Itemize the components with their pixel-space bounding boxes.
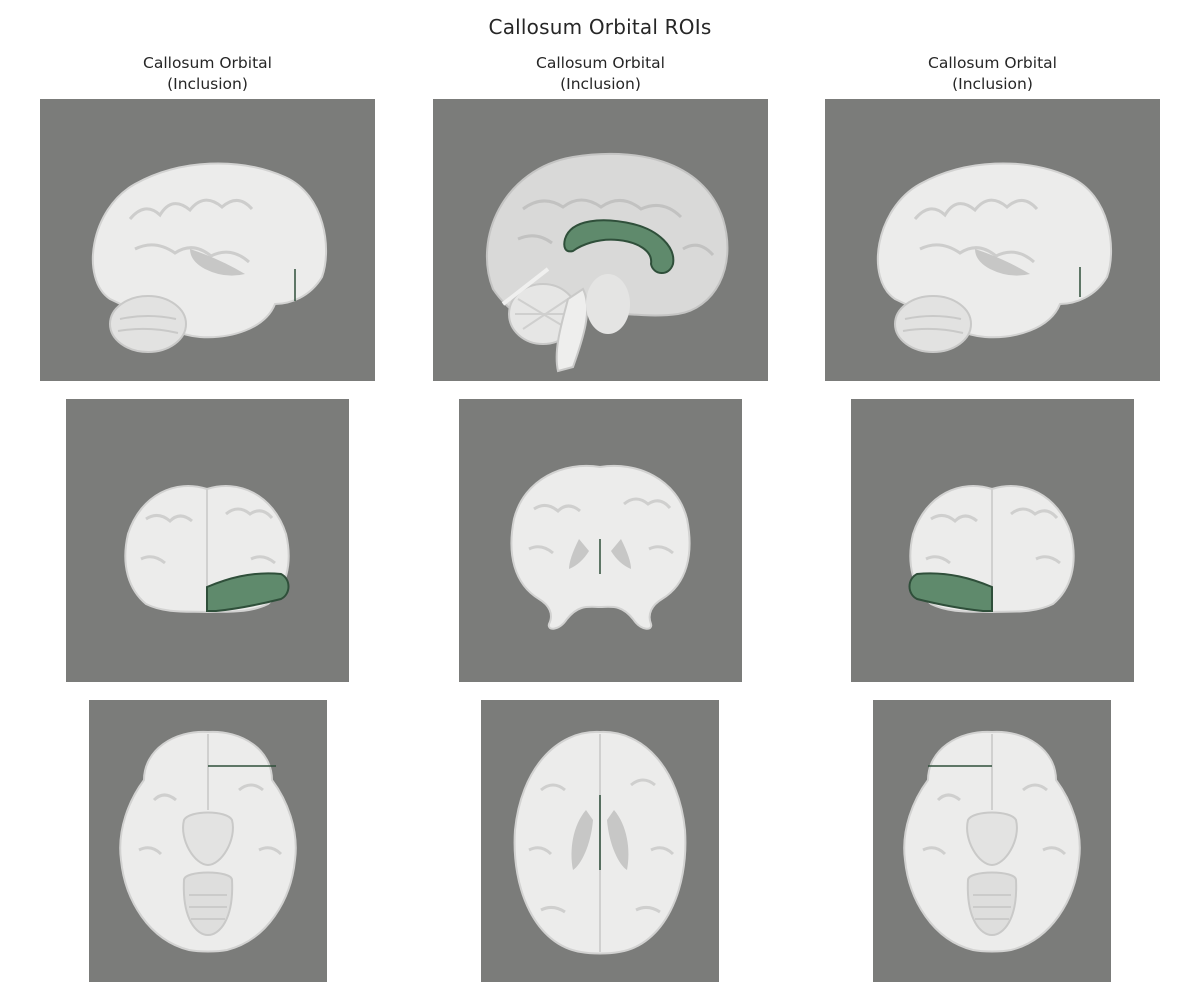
sagittal-slice-middle <box>433 99 768 381</box>
axial-slice-middle <box>481 700 719 982</box>
coronal-slice-middle <box>459 399 742 682</box>
coronal-slice-right <box>851 399 1134 682</box>
coronal-slice-left <box>66 399 349 682</box>
column-title-middle: Callosum Orbital (Inclusion) <box>433 53 768 95</box>
column-title-left: Callosum Orbital (Inclusion) <box>40 53 375 95</box>
axial-slice-left <box>89 700 327 982</box>
sagittal-slice-left <box>40 99 375 381</box>
column-title-right-line2: (Inclusion) <box>952 75 1033 93</box>
column-title-right-line1: Callosum Orbital <box>928 54 1057 72</box>
column-title-middle-line2: (Inclusion) <box>560 75 641 93</box>
sagittal-slice-right <box>825 99 1160 381</box>
column-title-left-line2: (Inclusion) <box>167 75 248 93</box>
column-title-left-line1: Callosum Orbital <box>143 54 272 72</box>
column-title-right: Callosum Orbital (Inclusion) <box>825 53 1160 95</box>
axial-slice-right <box>873 700 1111 982</box>
figure-title: Callosum Orbital ROIs <box>488 15 712 39</box>
column-title-middle-line1: Callosum Orbital <box>536 54 665 72</box>
